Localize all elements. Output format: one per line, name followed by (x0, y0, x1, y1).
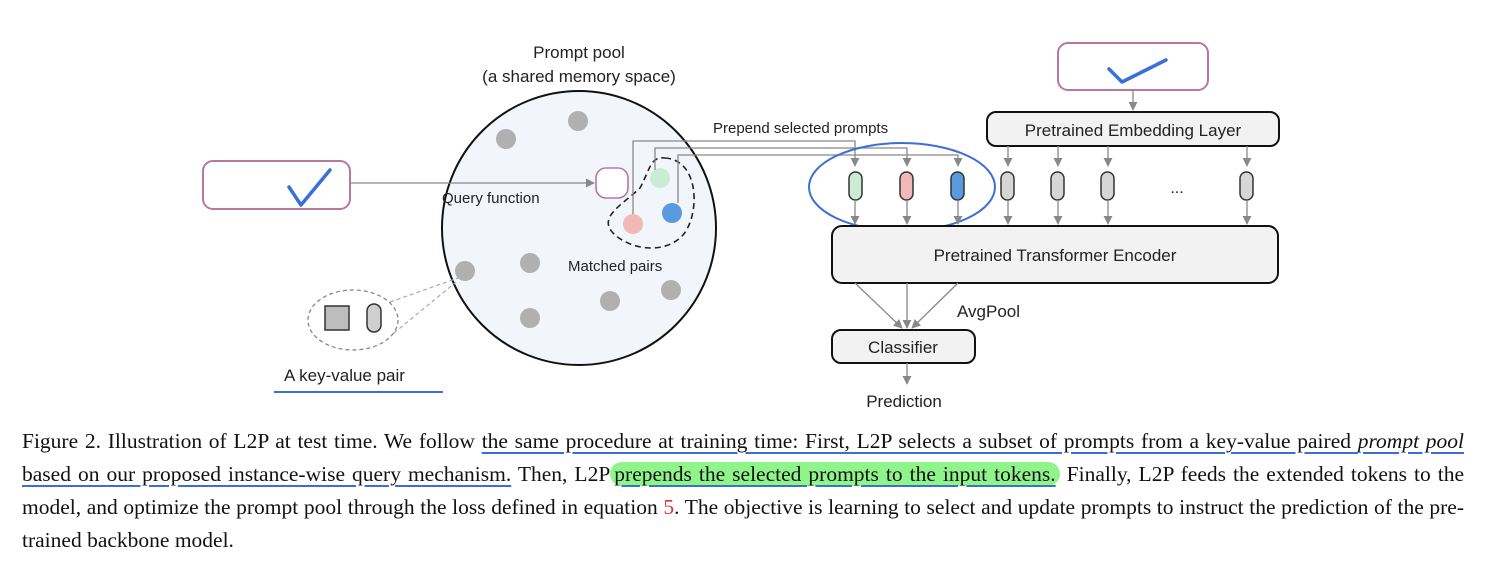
input-token (1100, 171, 1115, 201)
caption-objective: . The objective is learning to select an… (22, 495, 1464, 552)
figure-caption: Figure 2. Illustration of L2P at test ti… (22, 425, 1464, 557)
pool-key-dot (600, 291, 620, 311)
pool-key-dot (568, 111, 588, 131)
checkmark-left-icon (287, 168, 332, 207)
prepend-routes (632, 140, 963, 214)
input-token (1239, 171, 1254, 201)
classifier-box (831, 329, 976, 364)
caption-finally: Finally, L2P feeds the extended tokens t… (22, 462, 1465, 519)
caption-then: Then, L2P (511, 462, 611, 486)
embedding-layer-label: Pretrained Embedding Layer (1025, 121, 1242, 140)
key-value-pair-label: A key-value pair (284, 366, 405, 385)
transformer-encoder-box (831, 225, 1279, 284)
key-square-icon (324, 305, 350, 331)
matched-key-red (623, 214, 643, 234)
pool-title-line2: (a shared memory space) (482, 67, 676, 86)
matched-key-green (650, 168, 670, 188)
input-box-right (1057, 42, 1209, 91)
transformer-encoder-label: Pretrained Transformer Encoder (934, 246, 1177, 265)
input-box-left (202, 160, 351, 210)
pool-key-dot (520, 253, 540, 273)
caption-underlined-procedure: the same procedure at training time: Fir… (22, 429, 1464, 486)
equation-reference-link[interactable]: 5 (663, 495, 675, 519)
input-token (1000, 171, 1015, 201)
query-function-label: Query function (442, 190, 540, 207)
caption-intro: Figure 2. Illustration of L2P at test ti… (22, 429, 482, 453)
key-value-pair-bubble (307, 289, 399, 351)
pool-keys (455, 111, 681, 328)
pool-key-dot (661, 280, 681, 300)
prompt-token-red (899, 171, 914, 201)
avgpool-arrows (854, 282, 959, 329)
ellipsis-label: ... (1170, 180, 1183, 197)
pool-key-dot (496, 129, 516, 149)
matched-pairs-region (607, 157, 695, 249)
prompt-pool-circle (441, 90, 717, 366)
caption-query-mechanism-text: based on our proposed instance-wise quer… (22, 462, 512, 486)
prompt-token-blue (950, 171, 965, 201)
classifier-label: Classifier (868, 338, 938, 357)
query-box (595, 167, 629, 199)
callout-line (389, 277, 459, 303)
caption-highlight-prepends: prepends the selected prompts to the inp… (610, 462, 1060, 486)
prompt-token-green (848, 171, 863, 201)
l2p-figure: Prompt pool (a shared memory space) Quer… (202, 42, 1280, 411)
pool-key-dot (455, 261, 475, 281)
input-token (1050, 171, 1065, 201)
matched-key-blue (662, 203, 682, 223)
callout-line (393, 281, 457, 334)
caption-prompt-pool-term: prompt pool (1357, 429, 1464, 453)
token-to-encoder-arrows (850, 200, 1252, 225)
input-tokens (1003, 146, 1252, 167)
checkmark-right-icon (1107, 58, 1168, 84)
caption-paragraph: Figure 2. Illustration of L2P at test ti… (22, 425, 1464, 557)
value-token-icon (366, 303, 382, 333)
pool-key-dot (520, 308, 540, 328)
prediction-label: Prediction (866, 392, 942, 411)
prepend-label: Prepend selected prompts (713, 120, 888, 137)
pool-title-line1: Prompt pool (533, 43, 625, 62)
caption-procedure-text: the same procedure at training time: Fir… (481, 429, 1358, 453)
embedding-layer-box (986, 111, 1280, 147)
avgpool-label: AvgPool (957, 302, 1020, 321)
matched-pairs-label: Matched pairs (568, 258, 662, 275)
